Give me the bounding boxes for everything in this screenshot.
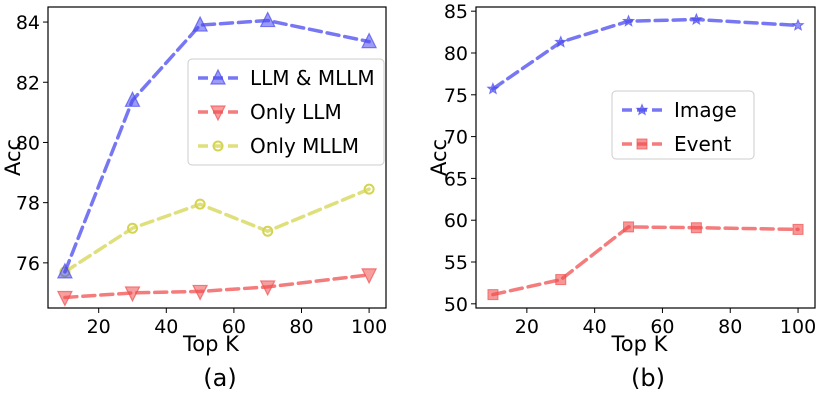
data-point [791, 18, 805, 31]
x-tick-label: 40 [583, 316, 607, 338]
x-tick-label: 20 [87, 316, 111, 338]
legend-label: Only LLM [250, 100, 342, 124]
data-point [56, 262, 73, 279]
series-only-llm [56, 268, 378, 307]
legend-marker [210, 105, 226, 122]
data-point [361, 268, 378, 285]
legend-marker [636, 138, 648, 150]
x-tick-label: 100 [351, 316, 387, 338]
x-tick-label: 40 [154, 316, 178, 338]
legend-label: LLM & MLLM [250, 66, 375, 90]
series-only-mllm [59, 183, 375, 278]
data-point [623, 221, 635, 233]
legend-label: Only MLLM [250, 134, 359, 158]
legend: Image Event [611, 90, 755, 160]
data-point [361, 32, 378, 49]
plot-frame [475, 6, 816, 309]
y-tick-label: 82 [16, 72, 40, 94]
data-point [554, 35, 568, 48]
series-line [63, 187, 371, 274]
y-tick-label: 76 [16, 253, 40, 275]
y-tick-label: 80 [444, 43, 468, 65]
legend-label: Event [674, 132, 731, 156]
legend-box [187, 58, 385, 166]
data-point [124, 90, 141, 107]
y-tick-label: 50 [444, 294, 468, 316]
series-line [491, 17, 800, 91]
chart-panel-b: 20 40 60 80 100 50 55 60 65 70 75 80 85 Top K Acc (b) Im… [427, 1, 816, 392]
data-point [259, 11, 276, 28]
x-tick-label: 60 [650, 316, 674, 338]
y-tick-label: 65 [444, 168, 468, 190]
data-point [622, 14, 636, 27]
y-axis-label: Acc [427, 139, 451, 176]
series-llm-mllm [56, 11, 378, 279]
data-point [56, 290, 73, 307]
legend-marker [210, 68, 226, 85]
series-line [491, 225, 800, 297]
chart-panel-a: 20 40 60 80 100 76 78 80 82 84 Top K Acc (a) LLM & ML… [1, 6, 387, 392]
x-tick-label: 60 [222, 316, 246, 338]
series-image [486, 12, 805, 95]
data-point [487, 289, 499, 301]
data-point [194, 198, 206, 210]
data-point [792, 223, 804, 235]
legend-marker [635, 103, 649, 116]
legend-marker [212, 140, 224, 152]
data-point [192, 15, 209, 32]
y-tick-label: 55 [444, 252, 468, 274]
panel-caption: (a) [203, 364, 236, 392]
series-line [63, 18, 371, 274]
data-point [192, 284, 209, 301]
x-tick-label: 20 [515, 316, 539, 338]
data-point [262, 225, 274, 237]
x-tick-label: 80 [718, 316, 742, 338]
data-point [124, 286, 141, 303]
y-tick-label: 75 [444, 85, 468, 107]
panel-caption: (b) [631, 364, 665, 392]
x-axis-label: Top K [611, 332, 669, 356]
x-tick-label: 80 [289, 316, 313, 338]
y-tick-label: 84 [16, 12, 40, 34]
plot-frame [47, 6, 387, 309]
y-axis-label: Acc [1, 139, 25, 176]
x-axis-label: Top K [182, 332, 240, 356]
y-tick-label: 60 [444, 210, 468, 232]
y-tick-label: 85 [444, 1, 468, 23]
legend-label: Image [674, 98, 737, 122]
y-tick-label: 80 [16, 132, 40, 154]
series-line [63, 273, 371, 300]
data-point [555, 274, 567, 286]
y-tick-label: 70 [444, 127, 468, 149]
x-tick-label: 100 [780, 316, 816, 338]
data-point [363, 183, 375, 195]
data-point [689, 12, 703, 26]
data-point [690, 222, 702, 234]
series-event [487, 221, 804, 301]
data-point [486, 82, 500, 95]
y-tick-label: 78 [16, 193, 40, 215]
data-point [127, 222, 138, 234]
legend: LLM & MLLM Only LLM Only MLLM [187, 58, 385, 166]
data-point [259, 280, 276, 297]
